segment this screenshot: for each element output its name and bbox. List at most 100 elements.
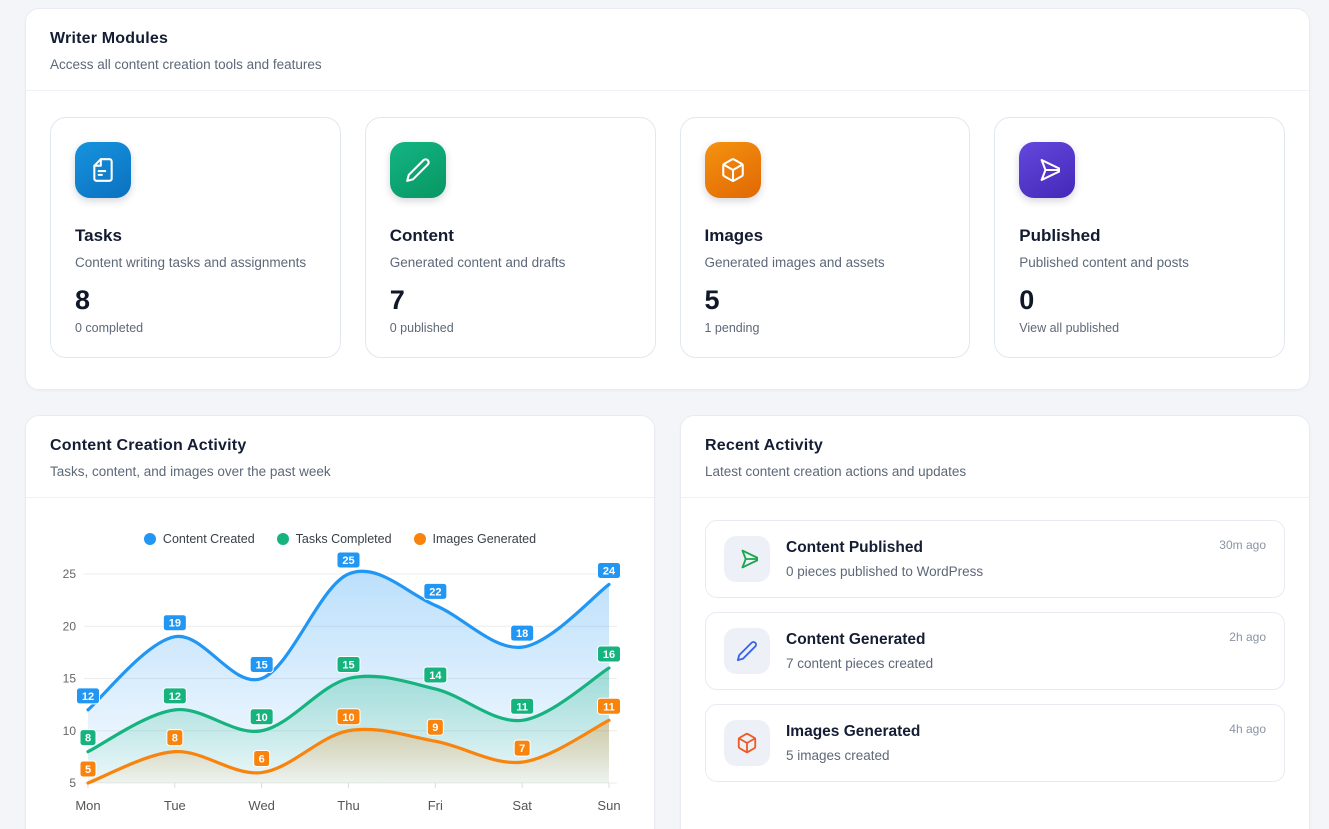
card-count: 7 xyxy=(389,285,405,315)
svg-text:Mon: Mon xyxy=(75,798,100,813)
svg-text:Fri: Fri xyxy=(428,798,443,813)
svg-text:25: 25 xyxy=(63,567,77,581)
svg-text:25: 25 xyxy=(342,555,354,567)
card-title: Content xyxy=(389,226,454,245)
svg-text:15: 15 xyxy=(342,660,354,672)
svg-text:Tue: Tue xyxy=(164,798,186,813)
legend-label: Images Generated xyxy=(432,532,537,546)
activity-body: Content Generated 7 content pieces creat… xyxy=(786,631,1213,671)
svg-text:15: 15 xyxy=(63,672,77,686)
card-subtext: 1 pending xyxy=(704,321,760,335)
chart-subtitle: Tasks, content, and images over the past… xyxy=(50,464,331,479)
chart-title: Content Creation Activity xyxy=(50,437,247,454)
divider xyxy=(26,90,1309,91)
svg-text:Thu: Thu xyxy=(337,798,359,813)
module-card-content[interactable]: Content Generated content and drafts 7 0… xyxy=(364,117,656,358)
cube-icon xyxy=(724,720,770,766)
module-card-images[interactable]: Images Generated images and assets 5 1 p… xyxy=(679,117,971,358)
svg-text:Sat: Sat xyxy=(512,798,532,813)
card-subtext: 0 published xyxy=(389,321,454,335)
activity-body: Content Published 0 pieces published to … xyxy=(786,539,1203,579)
legend-label: Content Created xyxy=(162,532,255,546)
svg-text:22: 22 xyxy=(429,586,441,598)
card-title: Tasks xyxy=(75,226,122,245)
svg-text:12: 12 xyxy=(82,691,94,703)
card-title: Published xyxy=(1019,226,1101,245)
svg-text:12: 12 xyxy=(169,691,181,703)
card-description: Content writing tasks and assignments xyxy=(75,255,307,270)
activity-description: 7 content pieces created xyxy=(786,656,934,671)
svg-text:20: 20 xyxy=(63,619,77,633)
svg-text:16: 16 xyxy=(603,649,615,661)
legend-dot xyxy=(143,533,156,545)
svg-text:5: 5 xyxy=(69,776,76,790)
svg-text:8: 8 xyxy=(172,733,178,745)
send-icon xyxy=(724,536,770,582)
legend-dot xyxy=(276,533,289,545)
activity-title: Images Generated xyxy=(786,723,921,740)
activity-body: Images Generated 5 images created xyxy=(786,723,1213,763)
module-card-published[interactable]: Published Published content and posts 0 … xyxy=(994,117,1285,358)
svg-text:19: 19 xyxy=(169,618,181,630)
activity-item-content-published: Content Published 0 pieces published to … xyxy=(705,520,1285,598)
content-creation-activity-panel: Content Creation Activity Tasks, content… xyxy=(25,415,655,829)
svg-text:24: 24 xyxy=(603,565,616,577)
activity-timestamp: 2h ago xyxy=(1229,630,1266,644)
page-title: Writer Modules xyxy=(50,30,169,47)
svg-text:Wed: Wed xyxy=(248,798,275,813)
pencil-icon xyxy=(389,142,446,198)
activity-description: 0 pieces published to WordPress xyxy=(786,564,984,579)
svg-text:6: 6 xyxy=(259,754,265,766)
svg-text:7: 7 xyxy=(519,743,525,755)
card-description: Generated content and drafts xyxy=(389,255,566,270)
pencil-icon xyxy=(724,628,770,674)
activity-item-content-generated: Content Generated 7 content pieces creat… xyxy=(705,612,1285,690)
svg-text:11: 11 xyxy=(603,701,615,713)
svg-text:10: 10 xyxy=(256,712,268,724)
legend-dot xyxy=(413,533,426,545)
file-icon xyxy=(75,142,131,198)
svg-text:15: 15 xyxy=(256,660,268,672)
legend-item[interactable]: Tasks Completed xyxy=(276,532,392,546)
activity-line-chart[interactable]: 5 10 15 20 25 Mon Tue Wed Thu Fri Sat Sun 12 19 15 25 22… xyxy=(38,551,644,818)
svg-text:9: 9 xyxy=(432,722,438,734)
module-cards-row: Tasks Content writing tasks and assignme… xyxy=(26,91,1309,384)
divider xyxy=(681,497,1309,498)
writer-modules-header: Writer Modules Access all content creati… xyxy=(26,9,1309,90)
chart-panel-header: Content Creation Activity Tasks, content… xyxy=(26,416,654,497)
svg-text:Sun: Sun xyxy=(597,798,620,813)
svg-text:10: 10 xyxy=(63,724,77,738)
recent-panel-header: Recent Activity Latest content creation … xyxy=(681,416,1309,497)
card-count: 0 xyxy=(1019,285,1035,315)
recent-subtitle: Latest content creation actions and upda… xyxy=(705,464,967,479)
card-subtext: View all published xyxy=(1019,321,1120,335)
card-description: Generated images and assets xyxy=(704,255,885,270)
legend-item[interactable]: Content Created xyxy=(143,532,255,546)
svg-text:5: 5 xyxy=(85,764,91,776)
module-card-tasks[interactable]: Tasks Content writing tasks and assignme… xyxy=(50,117,341,358)
activity-list: Content Published 0 pieces published to … xyxy=(681,498,1309,804)
writer-modules-panel: Writer Modules Access all content creati… xyxy=(25,8,1310,390)
recent-title: Recent Activity xyxy=(705,437,823,454)
svg-text:11: 11 xyxy=(516,701,528,713)
card-count: 8 xyxy=(75,285,91,315)
page-subtitle: Access all content creation tools and fe… xyxy=(50,57,322,72)
divider xyxy=(26,497,654,498)
recent-activity-panel: Recent Activity Latest content creation … xyxy=(680,415,1310,829)
card-title: Images xyxy=(704,226,764,245)
svg-text:10: 10 xyxy=(342,712,354,724)
svg-text:8: 8 xyxy=(85,733,91,745)
activity-title: Content Published xyxy=(786,539,923,556)
card-description: Published content and posts xyxy=(1019,255,1189,270)
svg-text:18: 18 xyxy=(516,628,528,640)
activity-timestamp: 30m ago xyxy=(1219,538,1266,552)
legend-item[interactable]: Images Generated xyxy=(413,532,537,546)
legend-label: Tasks Completed xyxy=(295,532,392,546)
activity-item-images-generated: Images Generated 5 images created 4h ago xyxy=(705,704,1285,782)
activity-title: Content Generated xyxy=(786,631,926,648)
cube-icon xyxy=(704,142,761,198)
activity-timestamp: 4h ago xyxy=(1229,722,1266,736)
send-icon xyxy=(1019,142,1076,198)
card-subtext: 0 completed xyxy=(75,321,144,335)
svg-text:14: 14 xyxy=(429,670,442,682)
